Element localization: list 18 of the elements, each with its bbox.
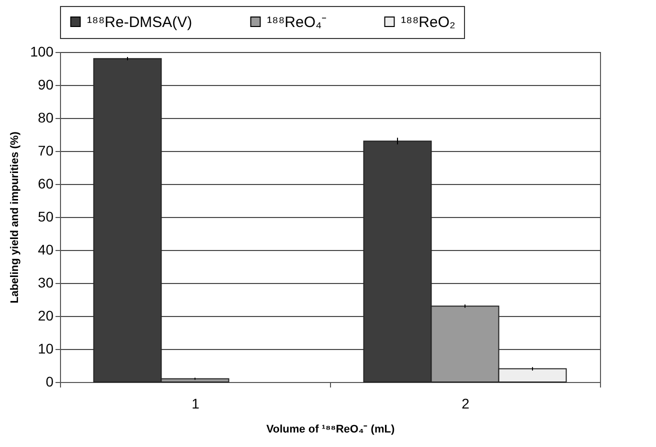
y-tick-label: 30 (38, 274, 54, 290)
x-axis-title: Volume of ¹⁸⁸ReO₄⁻ (mL) (266, 424, 395, 436)
y-tick-label: 60 (38, 176, 54, 192)
y-tick-label: 50 (38, 208, 54, 224)
y-tick-label: 100 (30, 44, 54, 60)
legend-label: ¹⁸⁸Re-DMSA(V) (87, 14, 192, 31)
legend-label: ¹⁸⁸ReO₄⁻ (267, 14, 327, 31)
y-tick-label: 90 (38, 76, 54, 92)
legend-label: ¹⁸⁸ReO₂ (401, 14, 456, 31)
y-tick-label: 10 (38, 340, 54, 356)
y-tick-label: 80 (38, 110, 54, 126)
y-tick-label: 0 (46, 374, 54, 390)
y-tick-label: 40 (38, 242, 54, 258)
y-axis-title: Labeling yield and impurities (%) (9, 131, 22, 304)
x-tick-label: 1 (192, 396, 200, 412)
x-tick-label: 2 (462, 396, 470, 412)
y-tick-label: 20 (38, 308, 54, 324)
y-tick-label: 70 (38, 142, 54, 158)
